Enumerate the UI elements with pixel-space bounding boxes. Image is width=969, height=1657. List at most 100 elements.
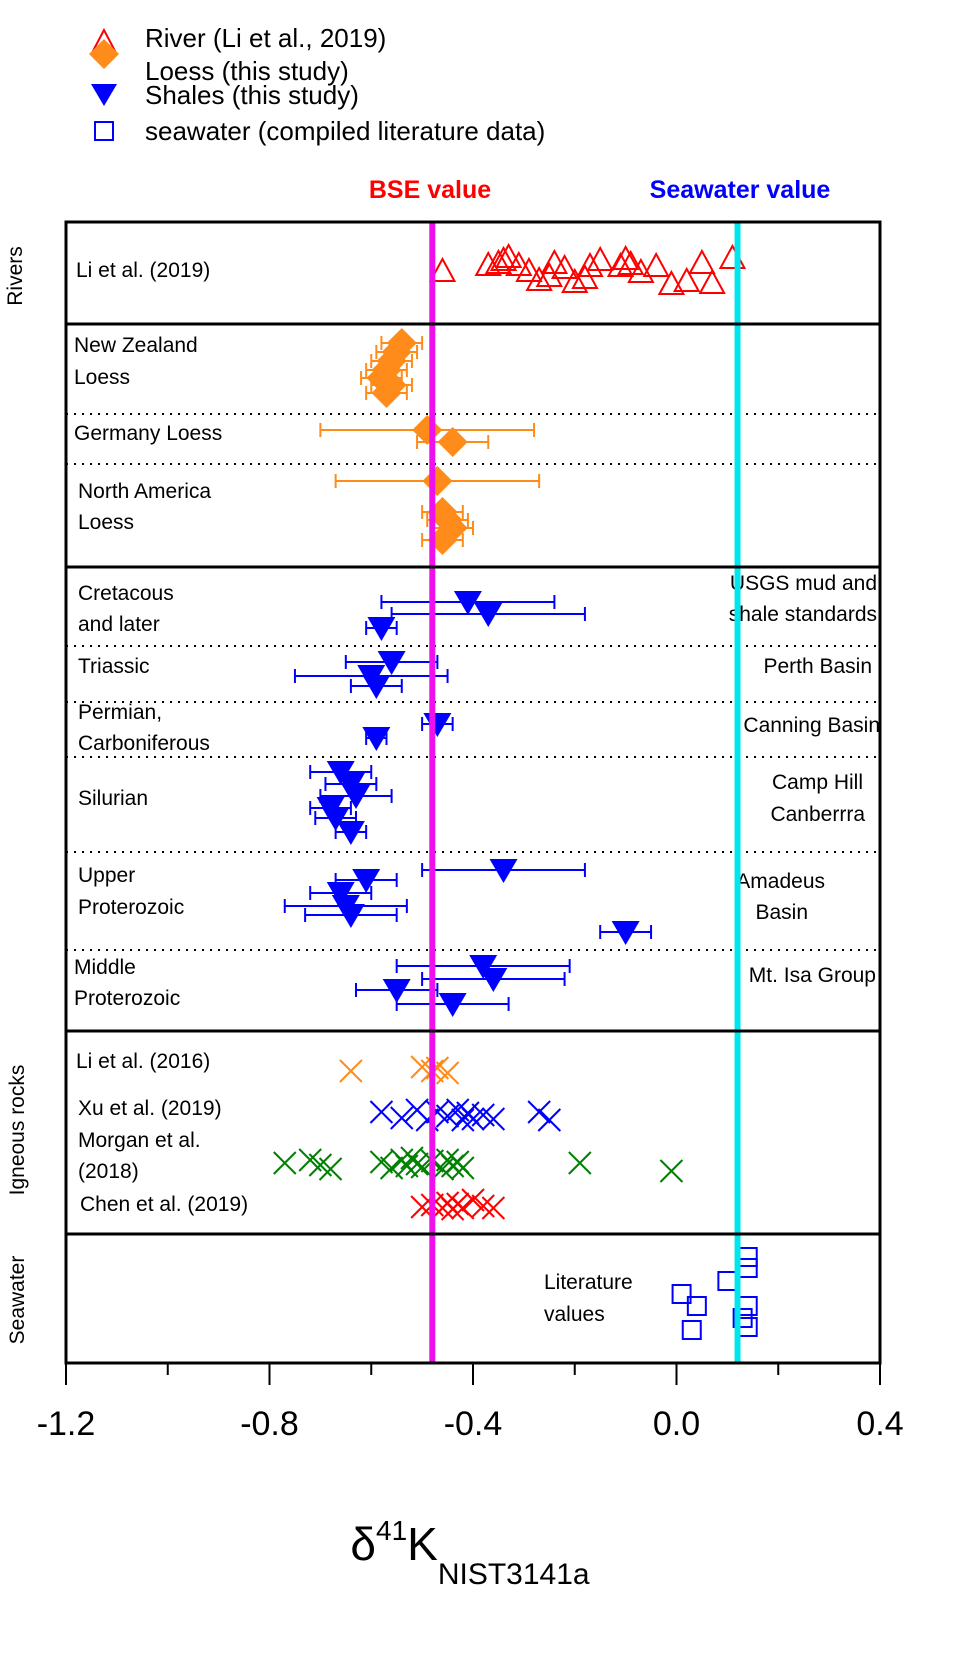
x-tick-label: -1.2: [37, 1405, 96, 1443]
loess-diamond-point: [422, 466, 453, 496]
igneous-cross-point: [451, 1196, 475, 1220]
data-layer: [273, 242, 758, 1340]
shale-triangle-point: [362, 727, 391, 751]
group-labels: Li et al. (2019) New Zealand Loess Germa…: [74, 259, 633, 1326]
igneous-cross-point: [298, 1148, 322, 1172]
river-triangle-point: [672, 266, 701, 292]
label-cret-2: and later: [78, 613, 160, 636]
igneous-cross-point: [568, 1151, 592, 1175]
seawater-square-point: [686, 1296, 707, 1316]
label-camp-1: Camp Hill: [772, 771, 863, 794]
x-axis-label-k: K: [407, 1518, 438, 1570]
label-usgs-1: USGS mud and: [730, 572, 877, 595]
panel-frames: [64, 220, 882, 1365]
river-triangle-point: [718, 243, 747, 269]
label-li2019: Li et al. (2019): [76, 259, 210, 282]
legend-shales-marker: [91, 84, 117, 106]
panel-label-seawater: Seawater: [6, 1256, 29, 1345]
igneous-cross-point: [405, 1152, 429, 1176]
label-middle-2: Proterozoic: [74, 987, 180, 1010]
x-tick-label: 0.4: [856, 1405, 903, 1443]
shale-triangle-point: [326, 882, 355, 906]
river-triangle-point: [428, 256, 457, 282]
label-morgan-2: (2018): [78, 1160, 139, 1183]
igneous-cross-point: [461, 1188, 485, 1212]
label-canning: Canning Basin: [743, 714, 880, 737]
seawater-value-label: Seawater value: [650, 176, 831, 204]
label-amadeus-2: Basin: [755, 901, 808, 924]
seawater-square-point: [681, 1320, 702, 1340]
label-lit-2: values: [544, 1303, 605, 1326]
shale-triangle-point: [336, 821, 365, 845]
label-camp-2: Canberrra: [770, 803, 865, 826]
river-triangle-point: [515, 256, 543, 282]
shale-triangle-point: [377, 651, 406, 675]
river-triangle-point: [688, 248, 716, 274]
shale-triangle-point: [341, 785, 370, 809]
river-triangle-point: [611, 244, 640, 270]
shale-triangle-point: [352, 869, 381, 893]
label-triassic: Triassic: [78, 655, 150, 678]
igneous-cross-point: [308, 1153, 333, 1177]
x-axis: -1.2 -0.8 -0.4 0.0 0.4 δ41KNIST3141a: [37, 1361, 904, 1591]
x-tick-label: -0.4: [444, 1405, 503, 1443]
river-triangle-point: [617, 249, 645, 275]
bse-value-label: BSE value: [369, 176, 491, 204]
legend-loess-marker: [89, 39, 119, 69]
label-usgs-2: shale standards: [729, 603, 877, 626]
label-silurian: Silurian: [78, 787, 148, 810]
igneous-cross-point: [446, 1098, 470, 1122]
igneous-cross-point: [390, 1106, 414, 1130]
igneous-cross-point: [659, 1159, 684, 1183]
shale-triangle-point: [469, 955, 498, 979]
x-axis-label-sup: 41: [376, 1515, 407, 1546]
shale-triangle-point: [474, 603, 503, 627]
shale-triangle-point: [362, 675, 391, 699]
igneous-cross-point: [481, 1107, 506, 1131]
legend-shales-label: Shales (this study): [145, 80, 359, 110]
label-lit-1: Literature: [544, 1271, 633, 1294]
igneous-cross-point: [273, 1151, 297, 1175]
igneous-cross-point: [527, 1100, 551, 1124]
label-na-2: Loess: [78, 511, 134, 534]
river-triangle-point: [586, 245, 614, 271]
river-triangle-point: [698, 268, 726, 294]
seawater-square-point: [717, 1271, 738, 1291]
igneous-cross-point: [339, 1059, 363, 1083]
seawater-square-point: [737, 1296, 758, 1316]
panel-label-rivers: Rivers: [4, 246, 27, 306]
shale-triangle-point: [489, 859, 518, 883]
x-tick-label: -0.8: [240, 1405, 299, 1443]
igneous-cross-point: [318, 1157, 343, 1181]
legend-loess-label: Loess (this study): [145, 56, 349, 86]
igneous-cross-point: [537, 1108, 562, 1132]
shale-triangle-point: [438, 993, 467, 1017]
basin-labels: USGS mud and shale standards Perth Basin…: [729, 572, 880, 987]
shale-triangle-point: [453, 591, 482, 615]
x-tick-label: 0.0: [653, 1405, 700, 1443]
igneous-cross-point: [451, 1108, 475, 1132]
label-morgan-1: Morgan et al.: [78, 1129, 201, 1152]
panel-label-igneous: Igneous rocks: [6, 1065, 29, 1196]
igneous-cross-point: [435, 1061, 460, 1085]
igneous-cross-point: [471, 1194, 495, 1218]
river-triangle-point: [489, 245, 518, 271]
legend-seawater-marker: [94, 121, 114, 141]
label-upper-2: Proterozoic: [78, 896, 184, 919]
river-triangle-point: [505, 250, 533, 276]
label-perm-2: Carboniferous: [78, 732, 210, 755]
river-triangle-point: [561, 267, 589, 293]
river-triangle-point: [494, 242, 523, 268]
river-triangle-point: [550, 253, 579, 279]
river-triangle-point: [576, 251, 604, 277]
shale-triangle-point: [611, 921, 640, 945]
label-xu2019: Xu et al. (2019): [78, 1097, 222, 1120]
legend-river-label: River (Li et al., 2019): [145, 23, 386, 53]
loess-diamond-point: [371, 378, 402, 408]
label-nz-1: New Zealand: [74, 334, 198, 357]
label-perm-1: Permian,: [78, 701, 162, 724]
river-triangle-point: [525, 265, 553, 291]
label-amadeus-1: Amadeus: [736, 870, 825, 893]
igneous-cross-point: [481, 1196, 506, 1220]
loess-diamond-point: [437, 427, 468, 457]
